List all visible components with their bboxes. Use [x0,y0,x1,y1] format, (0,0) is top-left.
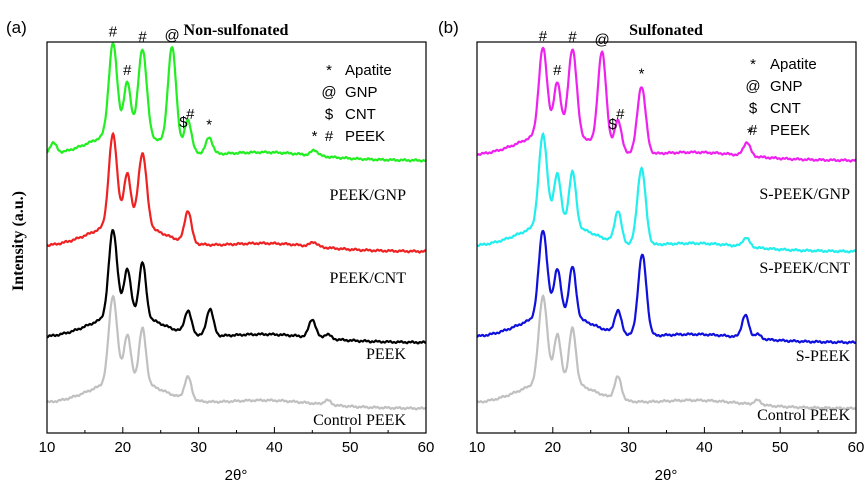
series-label: S-PEEK [796,348,851,365]
legend-symbol: # [749,122,758,139]
x-tick-label: 10 [39,439,56,456]
x-tick-label: 40 [696,439,713,456]
panel-a-ylabel: Intensity (a.u.) [10,191,27,291]
legend-symbol: $ [325,106,334,123]
peak-marker: @ [164,27,179,44]
series-line-control-peek [46,294,427,411]
peak-marker: $ [609,116,618,133]
legend-label: GNP [770,78,803,95]
peak-marker: # [123,62,132,79]
x-tick-label: 30 [620,439,637,456]
legend-symbol: * [326,62,332,79]
series-label: PEEK/CNT [330,270,407,287]
series-line-s-peek-cnt [476,131,857,254]
peak-marker: # [138,29,147,46]
legend-label: GNP [345,84,378,101]
peak-marker: * [206,117,212,134]
x-tick-label: 30 [190,439,207,456]
legend-label: Apatite [345,62,392,79]
series-line-s-peek [476,229,857,345]
x-tick-label: 60 [418,439,435,456]
panel-a-frame [46,41,427,434]
peak-marker: # [553,62,562,79]
panel-b: (b) Sulfonated 2θ° S-PEEK/GNP### @$#**S-P… [438,18,864,483]
peak-marker: * [639,65,645,82]
panel-a: (a) Non-sulfonated Intensity (a.u.) 2θ° … [6,18,434,483]
peak-marker: * [312,128,318,145]
series-label: Control PEEK [313,412,406,429]
series-line-s-peek-gnp [476,46,857,163]
peak-marker: # [568,29,577,46]
panel-a-xlabel: 2θ° [225,467,248,483]
series-label: S-PEEK/CNT [759,260,850,277]
legend-label: Apatite [770,56,817,73]
legend-label: CNT [770,100,801,117]
x-tick-label: 50 [772,439,789,456]
peak-marker: # [539,28,548,45]
peak-marker: # [109,24,118,41]
x-tick-label: 20 [544,439,561,456]
series-label: S-PEEK/GNP [759,186,850,203]
legend-label: CNT [345,106,376,123]
series-label: PEEK/GNP [330,187,407,204]
series-line-peek-cnt [46,131,427,254]
peak-marker: # [186,106,195,123]
legend-label: PEEK [345,128,385,145]
peak-marker: $ [179,114,188,131]
series-line-control-peek [476,293,857,411]
x-tick-label: 10 [469,439,486,456]
series-line-peek [46,229,427,345]
panel-b-xlabel: 2θ° [655,467,678,483]
legend-symbol: $ [749,100,758,117]
panel-a-title: Non-sulfonated [184,22,289,39]
legend-label: PEEK [770,122,810,139]
x-tick-label: 20 [114,439,131,456]
x-tick-label: 50 [342,439,359,456]
panel-b-label: (b) [438,18,459,37]
series-label: PEEK [366,346,406,363]
legend-symbol: # [325,128,334,145]
peak-marker: * [747,125,753,142]
peak-marker: # [616,106,625,123]
legend-symbol: @ [745,78,760,95]
x-tick-label: 60 [848,439,865,456]
series-label: Control PEEK [757,407,850,424]
panel-b-frame [476,41,857,434]
panel-a-label: (a) [6,18,27,37]
legend-symbol: * [750,56,756,73]
legend-symbol: @ [321,84,336,101]
panel-b-title: Sulfonated [629,22,703,39]
x-tick-label: 40 [266,439,283,456]
series-line-peek-gnp [46,42,427,163]
peak-marker: @ [594,31,609,48]
